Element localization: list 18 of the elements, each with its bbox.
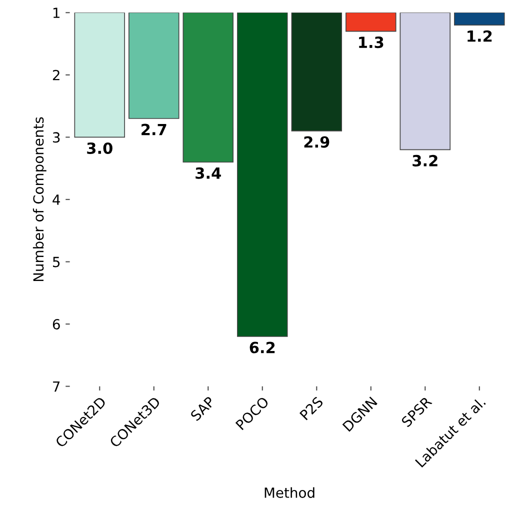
data-label: 3.2 <box>412 154 438 166</box>
y-tick-label: 5 <box>53 256 60 268</box>
data-label: 2.7 <box>142 124 166 136</box>
x-axis-title: Method <box>264 487 314 498</box>
y-tick-label: 1 <box>53 8 60 18</box>
x-tick-label: P2S <box>299 396 324 420</box>
data-label: 3.0 <box>87 142 112 154</box>
y-tick-label: 7 <box>53 381 60 392</box>
data-label: 1.3 <box>359 36 384 48</box>
data-label: 1.2 <box>468 30 492 42</box>
y-tick-label: 6 <box>52 319 60 330</box>
y-tick-label: 3 <box>52 132 60 143</box>
data-label: 2.9 <box>304 136 330 148</box>
y-tick-label: 4 <box>52 194 60 205</box>
data-label: 3.4 <box>196 167 221 179</box>
y-axis-title: Number of Components <box>32 117 46 282</box>
y-tick-label: 2 <box>52 70 60 80</box>
data-label: 6.2 <box>250 342 275 354</box>
